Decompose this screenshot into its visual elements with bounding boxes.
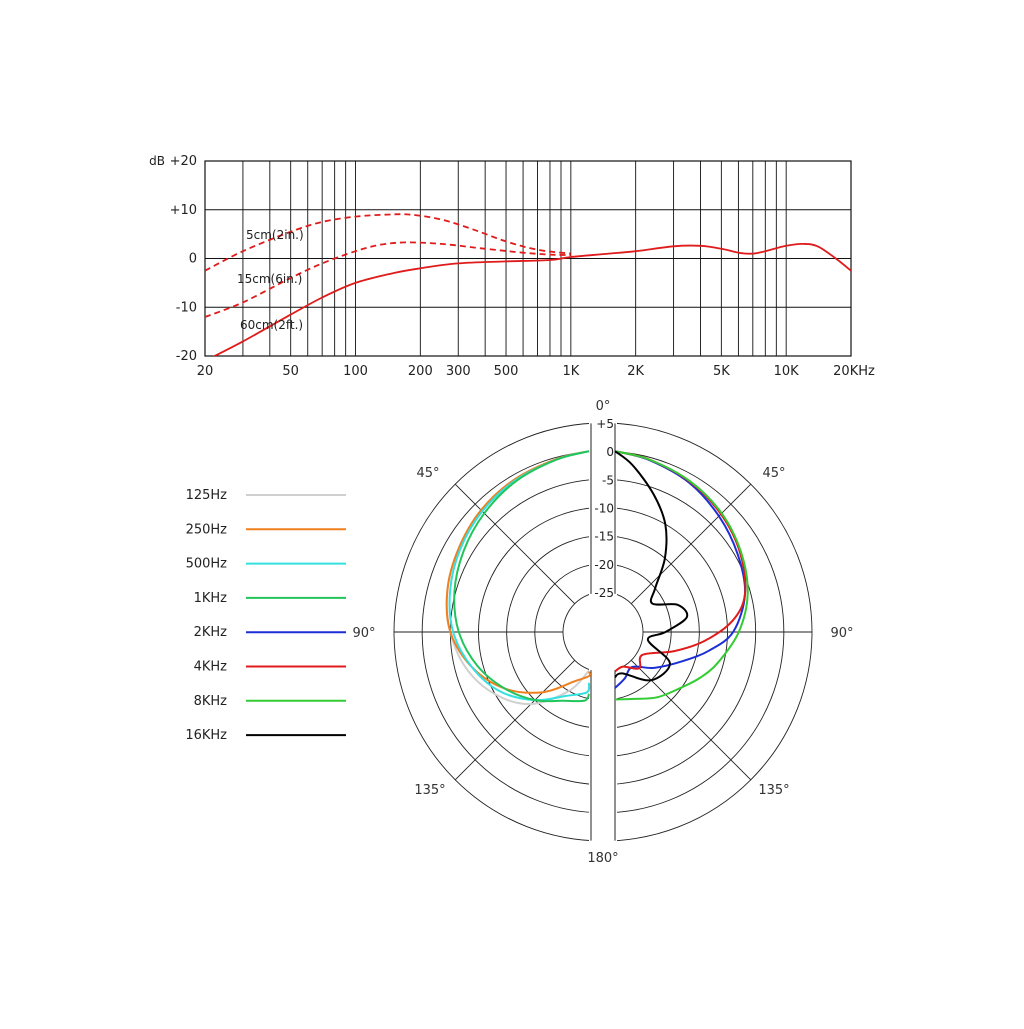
- polar-legend: 125Hz 250Hz 500Hz 1KHz 2KHz 4KHz 8KHz 16KHz: [185, 488, 346, 743]
- x-tick-label: 50: [282, 364, 299, 379]
- polar-series-4khz: [614, 450, 747, 673]
- radial-tick-label: -20: [594, 558, 614, 572]
- polar-series-250hz: [445, 450, 592, 694]
- series-label: 5cm(2in.): [246, 228, 304, 242]
- x-tick-label: 300: [446, 364, 471, 379]
- series-line-3: [212, 242, 851, 356]
- radial-tick-label: +5: [596, 417, 614, 431]
- y-tick-label: -20: [176, 349, 197, 364]
- polar-spoke: [630, 659, 752, 781]
- legend-label: 16KHz: [185, 728, 227, 743]
- angle-label: 45°: [762, 466, 785, 481]
- y-tick-label: +20: [170, 154, 197, 169]
- radial-tick-label: 0: [606, 445, 614, 459]
- series-label: 60cm(2ft.): [240, 318, 303, 332]
- angle-label: 45°: [416, 466, 439, 481]
- polar-series-8khz: [614, 450, 749, 701]
- x-tick-label: 200: [408, 364, 433, 379]
- y-tick-label: -10: [176, 300, 197, 315]
- series-line-2: [205, 241, 571, 318]
- angle-label: 180°: [587, 851, 618, 866]
- legend-label: 1KHz: [194, 591, 228, 606]
- polar-series-16khz: [614, 450, 689, 682]
- legend-label: 8KHz: [194, 694, 228, 709]
- angle-label: 135°: [414, 783, 445, 798]
- plot-frame: [204, 160, 852, 357]
- angle-label: 90°: [352, 626, 375, 641]
- polar-spoke: [454, 659, 576, 781]
- x-tick-label: 100: [343, 364, 368, 379]
- x-tick-label: 10K: [774, 364, 800, 379]
- series-line-1: [205, 213, 571, 272]
- y-unit-label: dB: [149, 154, 165, 168]
- polar-series-125hz: [445, 450, 590, 706]
- legend-label: 4KHz: [194, 660, 228, 675]
- radial-tick-label: -15: [594, 530, 614, 544]
- radial-tick-label: -10: [594, 502, 614, 516]
- x-tick-label: 500: [494, 364, 519, 379]
- x-tick-label: 5K: [713, 364, 730, 379]
- legend-label: 250Hz: [186, 522, 228, 537]
- polar-gap: [589, 419, 617, 845]
- series-label: 15cm(6in.): [237, 272, 302, 286]
- x-tick-label: 20KHz: [833, 364, 875, 379]
- legend-label: 2KHz: [194, 625, 228, 640]
- legend-label: 125Hz: [186, 488, 228, 503]
- y-tick-label: +10: [170, 203, 197, 218]
- polar-spoke: [454, 483, 576, 605]
- x-tick-label: 20: [197, 364, 214, 379]
- polar-series-500hz: [448, 450, 591, 702]
- legend-label: 500Hz: [186, 557, 228, 572]
- angle-label: 90°: [830, 626, 853, 641]
- angle-label: 0°: [596, 399, 611, 414]
- x-tick-label: 2K: [627, 364, 644, 379]
- y-tick-label: 0: [189, 252, 197, 267]
- polar-spoke: [630, 483, 752, 605]
- polar-series-2khz: [614, 450, 747, 689]
- polar-series-1khz: [453, 450, 590, 703]
- x-tick-label: 1K: [562, 364, 579, 379]
- radial-tick-label: -25: [594, 586, 614, 600]
- polar-pattern-chart: +5 0 -5 -10 -15 -20 -25 0° 45° 45° 90° 90° 135° 135° 1…: [352, 399, 853, 866]
- angle-label: 135°: [758, 783, 789, 798]
- frequency-response-chart: +20 +10 0 -10 -20 dB 20 50 100 200 300 500 1K 2K 5K 10K…: [149, 154, 875, 379]
- radial-tick-label: -5: [602, 473, 614, 487]
